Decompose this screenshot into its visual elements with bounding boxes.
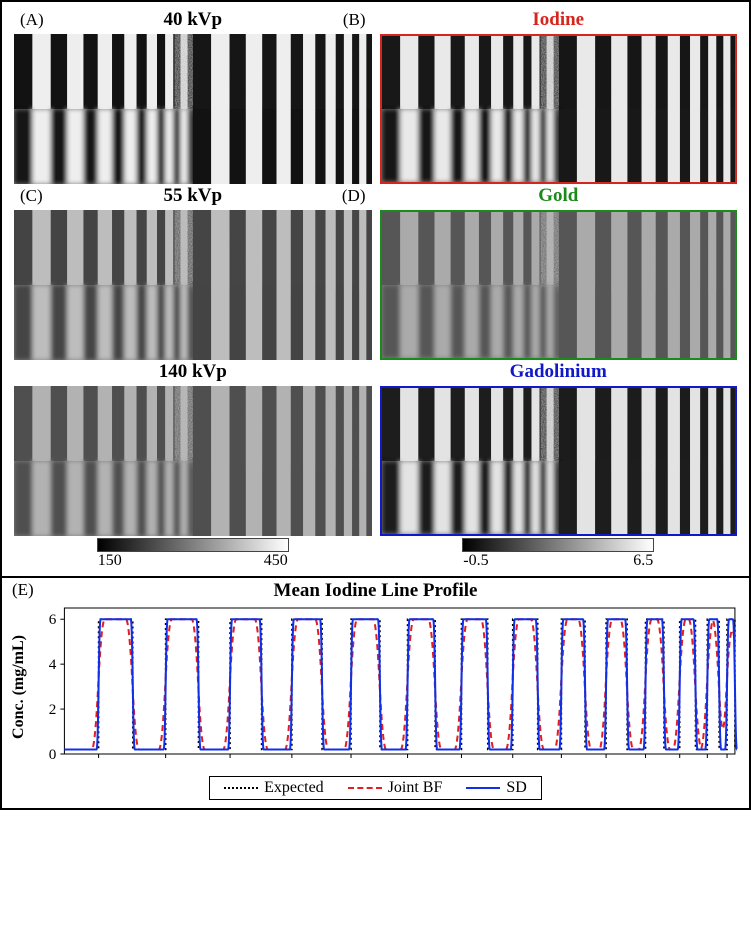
colorbar-left-ticks: 150 450 <box>98 552 288 570</box>
panel-image-Iodine <box>380 34 738 184</box>
panel-image-40kVp <box>14 34 372 184</box>
panel-letter-D: (D) <box>342 184 366 208</box>
legend-sd: SD <box>466 779 526 797</box>
panel-letter-E: (E) <box>12 580 34 600</box>
chart-area: (E) Mean Iodine Line Profile Conc. (mg/m… <box>2 580 749 808</box>
colorbar-right-ticks: -0.5 6.5 <box>463 552 653 570</box>
colorbar-right-max: 6.5 <box>633 552 653 570</box>
colorbar-left-max: 450 <box>264 552 288 570</box>
panel-title-140kVp: 140 kVp <box>14 360 372 386</box>
legend-expected: Expected <box>224 779 324 797</box>
panel-image-Gadolinium <box>380 386 738 536</box>
panel-title-Gadolinium: Gadolinium <box>380 360 738 386</box>
panel-image-55kVp <box>14 210 372 360</box>
panel-image-Gold <box>380 210 738 360</box>
panel-letter-B: (B) <box>343 8 366 32</box>
figure-root: (A) 40 kVp (B) Iodine (C) 55 kVp (D) <box>0 0 751 810</box>
chart-legend: Expected Joint BF SD <box>209 776 542 800</box>
legend-jointbf: Joint BF <box>348 779 443 797</box>
panel-letter-C: (C) <box>20 184 43 208</box>
panel-title-C: (C) 55 kVp (D) <box>14 184 372 210</box>
panel-title-Iodine: Iodine <box>380 8 738 34</box>
panel-image-140kVp <box>14 386 372 536</box>
chart-ylabel: Conc. (mg/mL) <box>10 635 32 739</box>
chart-title: (E) Mean Iodine Line Profile <box>10 580 741 602</box>
svg-text:0: 0 <box>49 747 57 763</box>
panel-title-A: (A) 40 kVp (B) <box>14 8 372 34</box>
svg-text:6: 6 <box>49 612 57 628</box>
panels-area: (A) 40 kVp (B) Iodine (C) 55 kVp (D) <box>2 2 749 570</box>
svg-text:2: 2 <box>49 702 57 718</box>
panel-title-40kVp: 40 kVp <box>163 9 222 30</box>
panel-title-55kVp: 55 kVp <box>163 185 222 206</box>
panel-row-3: 140 kVp Gadolinium <box>10 360 741 536</box>
colorbar-row: 150 450 -0.5 6.5 <box>10 538 741 570</box>
panel-title-Gold: Gold <box>380 184 738 210</box>
colorbar-right <box>462 538 654 552</box>
line-profile-chart: 0 2 4 6 <box>32 602 741 772</box>
panel-row-1: (A) 40 kVp (B) Iodine <box>10 8 741 184</box>
section-divider <box>2 576 749 578</box>
colorbar-right-min: -0.5 <box>463 552 488 570</box>
colorbar-left-min: 150 <box>98 552 122 570</box>
svg-text:4: 4 <box>49 657 57 673</box>
panel-row-2: (C) 55 kVp (D) Gold <box>10 184 741 360</box>
colorbar-left <box>97 538 289 552</box>
panel-letter-A: (A) <box>20 8 44 32</box>
